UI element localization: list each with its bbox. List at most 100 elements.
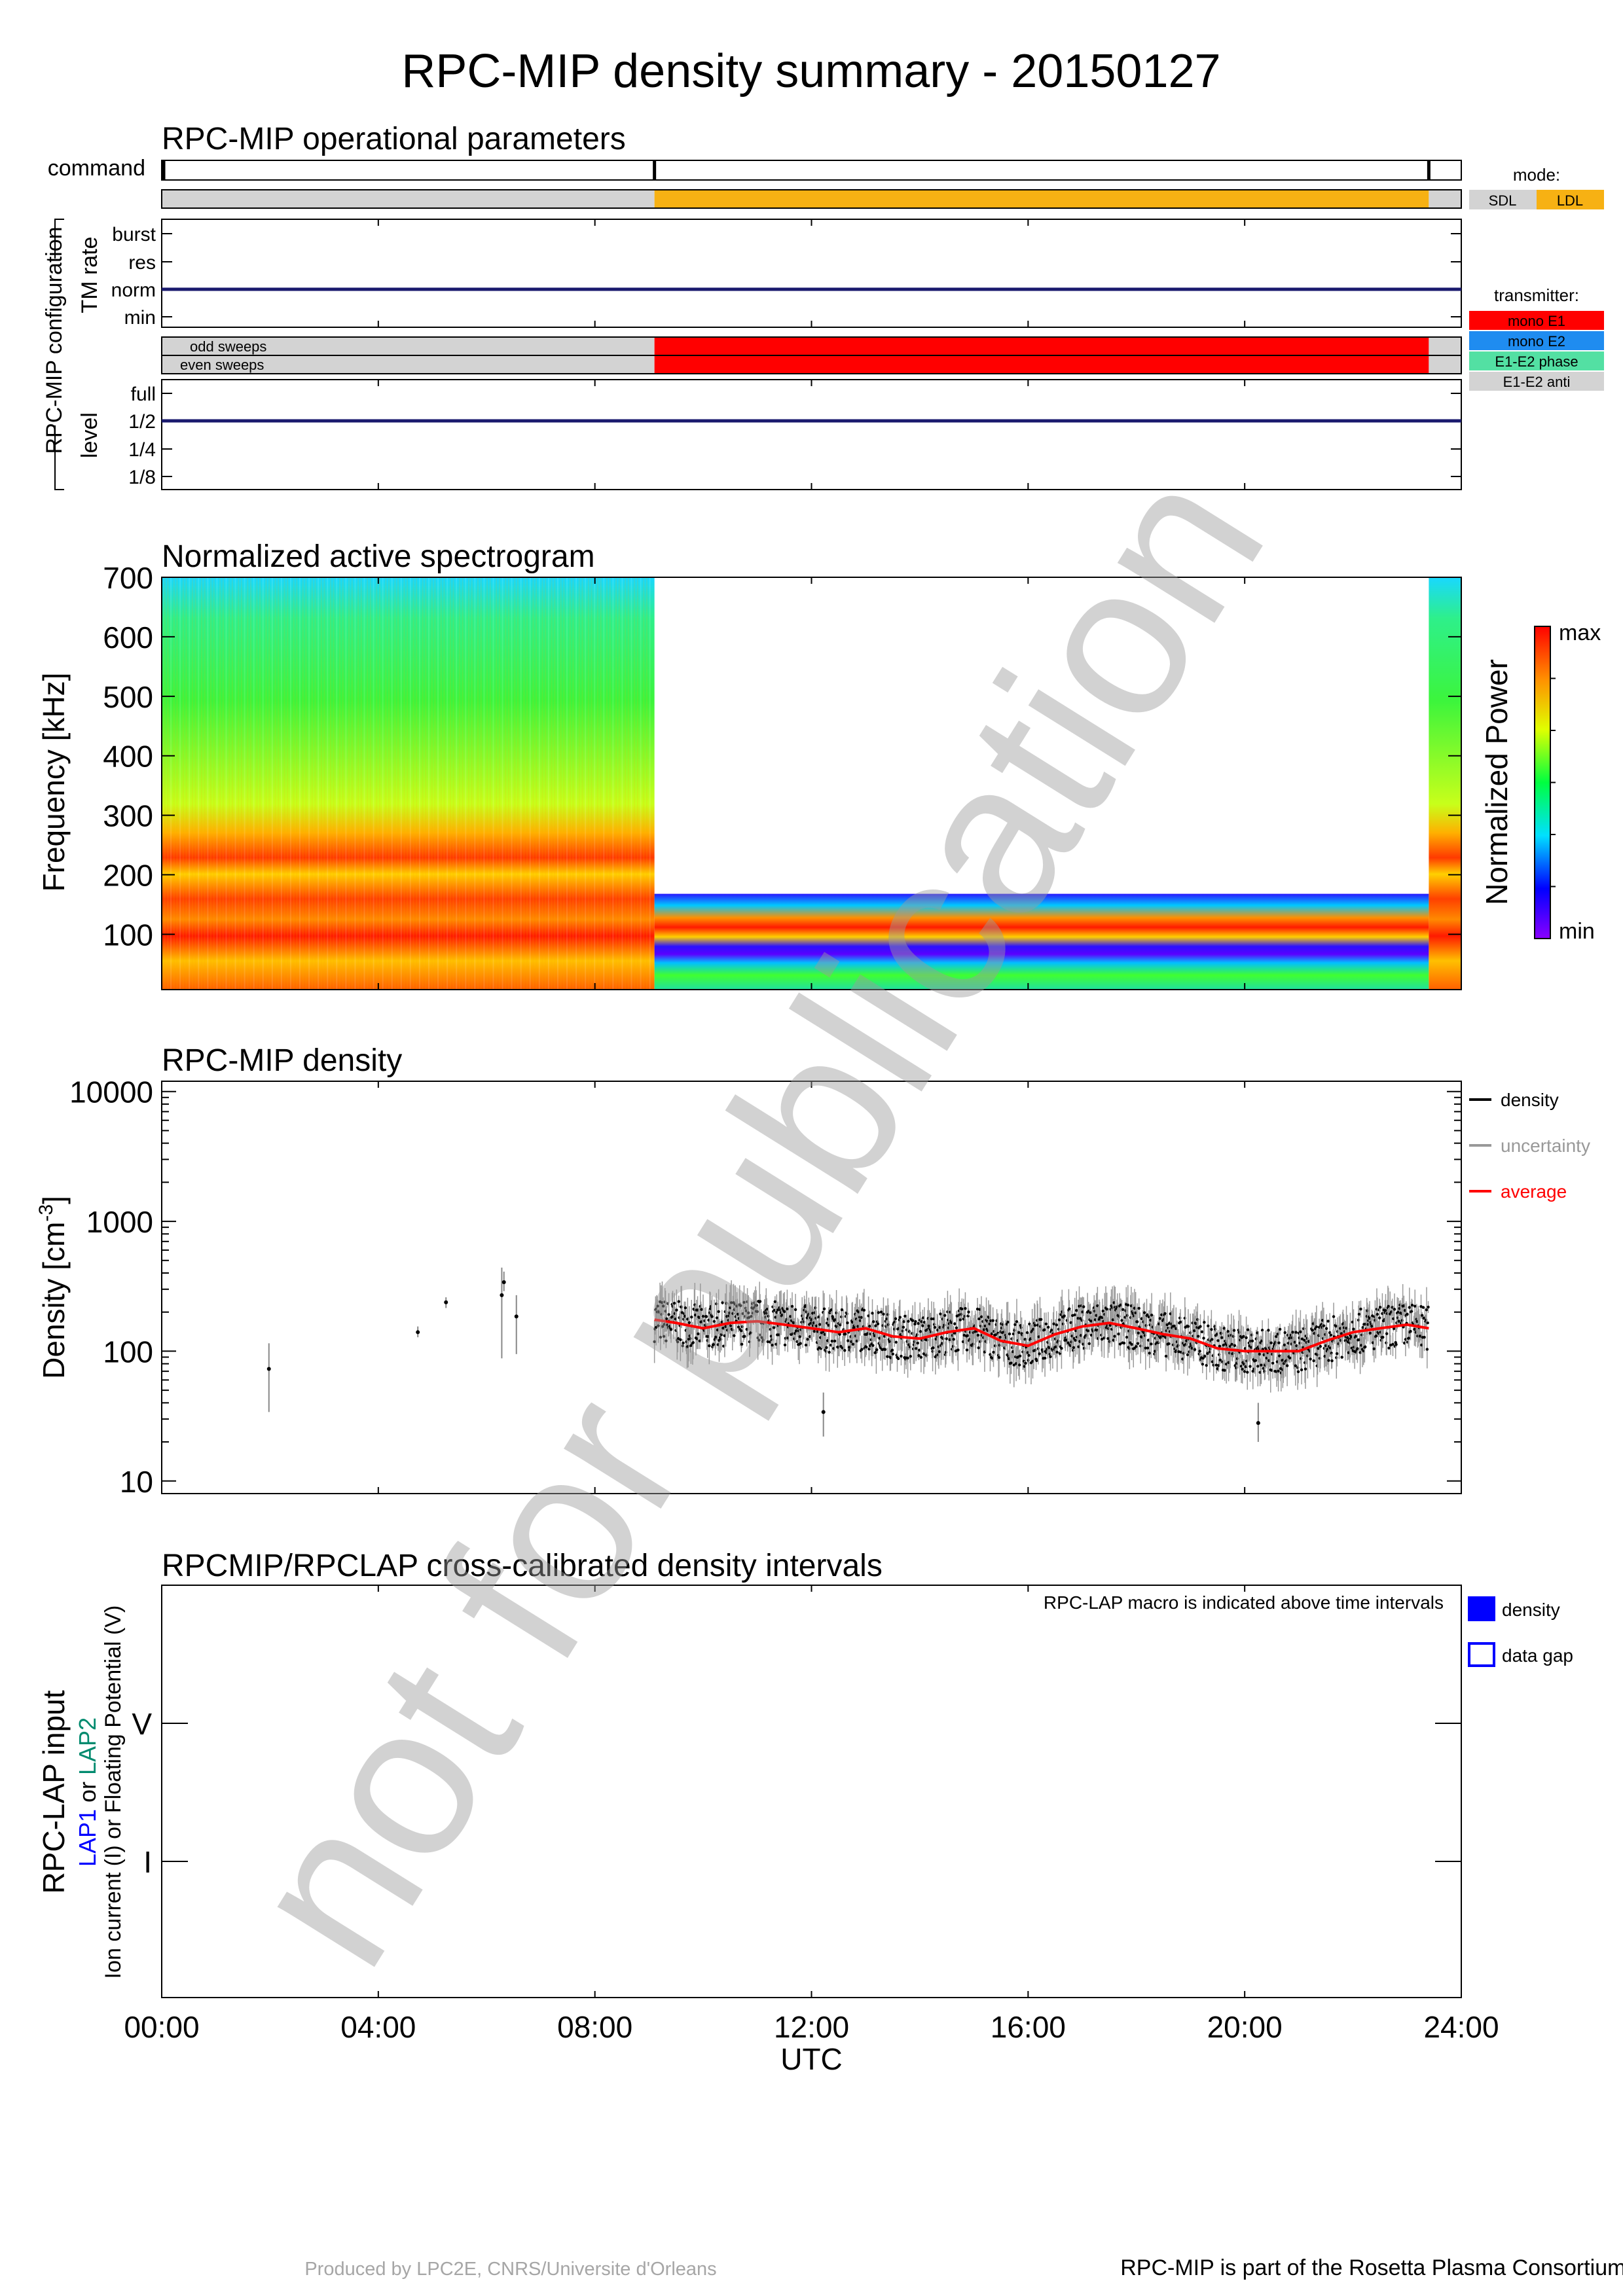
density-point bbox=[1258, 1352, 1262, 1356]
density-point bbox=[1043, 1356, 1047, 1360]
density-point bbox=[1419, 1304, 1423, 1308]
density-panel: RPC-MIP density 10000 1000 100 10 Density [cm… bbox=[35, 1043, 1462, 1499]
spectrogram-segment bbox=[162, 577, 655, 990]
density-point bbox=[681, 1344, 684, 1348]
density-point bbox=[900, 1354, 903, 1358]
density-point bbox=[821, 1410, 826, 1414]
density-point bbox=[1206, 1352, 1209, 1355]
density-point bbox=[733, 1334, 736, 1337]
cross-legend-label: data gap bbox=[1502, 1645, 1573, 1666]
density-point bbox=[890, 1348, 894, 1352]
operational-title: RPC-MIP operational parameters bbox=[162, 122, 626, 156]
time-tick-label: 08:00 bbox=[557, 2010, 632, 2044]
density-point bbox=[913, 1322, 917, 1326]
density-point bbox=[717, 1310, 720, 1314]
density-point bbox=[500, 1293, 504, 1297]
density-point bbox=[1267, 1329, 1270, 1332]
density-point bbox=[958, 1318, 962, 1321]
density-point bbox=[669, 1328, 673, 1331]
density-point bbox=[874, 1324, 877, 1327]
density-point bbox=[1024, 1361, 1027, 1365]
density-point bbox=[876, 1322, 880, 1325]
lap2-label: LAP2 bbox=[74, 1717, 101, 1775]
density-point bbox=[933, 1325, 937, 1329]
level-axis-label: level bbox=[77, 412, 102, 458]
density-point bbox=[1296, 1370, 1300, 1373]
density-point bbox=[1397, 1319, 1400, 1323]
density-point bbox=[997, 1355, 1001, 1359]
density-point bbox=[1046, 1325, 1050, 1329]
density-point bbox=[822, 1307, 826, 1311]
density-point bbox=[710, 1315, 714, 1318]
density-point bbox=[742, 1300, 746, 1304]
figure-title: RPC-MIP density summary - 20150127 bbox=[401, 45, 1220, 98]
density-point bbox=[1072, 1346, 1076, 1350]
density-point bbox=[266, 1367, 271, 1371]
transmitter-interval bbox=[162, 355, 655, 374]
density-point bbox=[1278, 1327, 1282, 1331]
level-box bbox=[161, 379, 1462, 490]
density-point bbox=[1352, 1327, 1355, 1331]
tm-rate-box bbox=[161, 219, 1462, 328]
density-point bbox=[740, 1329, 743, 1333]
density-point bbox=[1015, 1320, 1019, 1323]
density-point bbox=[1381, 1335, 1385, 1339]
density-point bbox=[1245, 1336, 1248, 1339]
density-point bbox=[661, 1325, 665, 1328]
density-point bbox=[1118, 1342, 1122, 1346]
density-point bbox=[1203, 1354, 1207, 1358]
density-point bbox=[1407, 1336, 1411, 1340]
density-point bbox=[1008, 1332, 1012, 1336]
density-point bbox=[1364, 1345, 1367, 1349]
spectrogram-panel: Normalized active spectrogram 100 200 300 40… bbox=[37, 539, 1601, 990]
density-point bbox=[743, 1335, 746, 1338]
density-point bbox=[1421, 1306, 1425, 1309]
density-point bbox=[662, 1335, 666, 1338]
sweep-bar-frame bbox=[161, 355, 1462, 374]
density-point bbox=[894, 1317, 898, 1320]
frequency-tick-label: 600 bbox=[103, 620, 153, 655]
density-axis-label-end: ] bbox=[37, 1196, 71, 1204]
time-tick-label: 20:00 bbox=[1207, 2010, 1283, 2044]
time-tick-label: 24:00 bbox=[1423, 2010, 1499, 2044]
footer-mission: RPC-MIP is part of the Rosetta Plasma Co… bbox=[1120, 2255, 1623, 2280]
density-point bbox=[1254, 1359, 1258, 1362]
density-point bbox=[1146, 1313, 1149, 1317]
density-point bbox=[1249, 1365, 1252, 1368]
density-point bbox=[708, 1344, 711, 1348]
density-point bbox=[903, 1314, 907, 1318]
density-point bbox=[1126, 1303, 1130, 1307]
density-point bbox=[1330, 1359, 1334, 1363]
density-point bbox=[758, 1300, 762, 1303]
density-point bbox=[804, 1343, 808, 1347]
tm-level-label: norm bbox=[111, 279, 156, 301]
transmitter-swatch bbox=[1469, 372, 1604, 391]
density-point bbox=[957, 1348, 960, 1352]
transmitter-swatch-label: E1-E2 anti bbox=[1503, 374, 1571, 390]
level-label: full bbox=[131, 384, 156, 405]
mode-interval bbox=[654, 190, 1429, 208]
transmitter-swatch-label: mono E2 bbox=[1508, 333, 1565, 350]
density-point bbox=[675, 1308, 678, 1312]
density-point bbox=[1275, 1335, 1278, 1338]
transmitter-interval bbox=[654, 355, 1429, 374]
density-point bbox=[812, 1329, 816, 1333]
mode-swatch-label: LDL bbox=[1557, 192, 1583, 209]
tm-level-label: burst bbox=[112, 224, 156, 245]
density-point bbox=[1410, 1303, 1414, 1307]
density-point bbox=[1324, 1327, 1328, 1331]
density-point bbox=[1207, 1324, 1210, 1328]
density-point bbox=[955, 1326, 958, 1330]
density-point bbox=[1327, 1359, 1330, 1362]
density-point bbox=[1063, 1314, 1066, 1318]
density-point bbox=[1055, 1323, 1059, 1327]
density-point bbox=[1288, 1356, 1292, 1360]
time-tick-label: 00:00 bbox=[124, 2010, 199, 2044]
density-point bbox=[945, 1337, 948, 1340]
density-point bbox=[1010, 1361, 1013, 1365]
density-point bbox=[952, 1338, 955, 1341]
density-point bbox=[907, 1319, 910, 1323]
lap-input-tick-label: V bbox=[132, 1707, 152, 1741]
mode-interval bbox=[1429, 190, 1461, 208]
density-point bbox=[960, 1307, 964, 1311]
